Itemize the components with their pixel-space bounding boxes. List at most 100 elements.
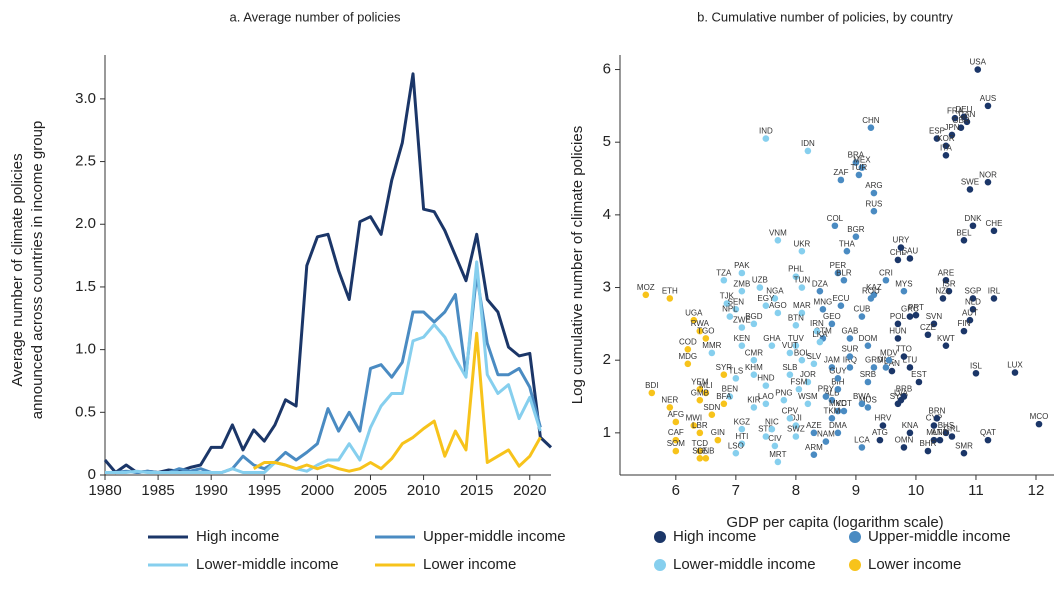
point	[738, 342, 746, 349]
point	[792, 322, 800, 329]
point	[933, 135, 941, 142]
point	[750, 371, 758, 379]
point-label: LUX	[1007, 361, 1023, 370]
point	[798, 284, 806, 291]
x-tick-label: 2005	[354, 482, 387, 499]
point-label: GIN	[711, 428, 725, 437]
point	[945, 287, 953, 295]
point	[822, 393, 830, 400]
point	[708, 411, 716, 418]
point-label: PHL	[788, 265, 804, 274]
point	[930, 320, 938, 328]
point-label: GEO	[823, 312, 841, 321]
point-label: GBR	[952, 116, 970, 125]
point-label: CUB	[853, 305, 870, 314]
point-label: NER	[661, 396, 678, 405]
point	[738, 324, 746, 331]
point	[762, 302, 770, 309]
point	[762, 135, 770, 142]
point-label: MWI	[686, 414, 702, 423]
point-label: MCO	[1030, 412, 1049, 421]
y-tick-label: 2.5	[75, 153, 96, 170]
point-label: ATG	[872, 428, 888, 437]
point-label: MLT	[926, 428, 942, 437]
x-tick-label: 2020	[513, 482, 546, 499]
point-label: NPL	[722, 305, 738, 314]
point	[771, 295, 779, 302]
point	[858, 400, 866, 408]
point	[930, 422, 938, 429]
legend-label: Lower income	[423, 556, 516, 573]
point	[906, 313, 914, 320]
point	[732, 306, 740, 313]
point	[690, 316, 698, 324]
point	[804, 147, 812, 155]
point-label: EST	[911, 370, 927, 379]
point	[900, 444, 908, 451]
point	[948, 131, 956, 139]
point-label: FIN	[958, 319, 971, 328]
point-label: DEU	[956, 105, 973, 114]
point	[864, 404, 872, 411]
point-label: HTI	[735, 432, 748, 441]
point-label: IND	[759, 127, 773, 136]
x-axis-label: GDP per capita (logarithm scale)	[726, 514, 943, 531]
legend-swatch	[654, 559, 666, 571]
point-label: SLV	[807, 352, 822, 361]
point-label: THA	[839, 239, 856, 248]
point	[942, 151, 950, 159]
point	[852, 233, 860, 240]
point-label: MUS	[859, 396, 877, 405]
point-label: BLR	[836, 268, 852, 277]
point-label: IRN	[810, 319, 824, 328]
x-tick-label: 1980	[88, 482, 121, 499]
point-label: ROU	[862, 287, 880, 296]
point	[957, 124, 965, 131]
point-label: UKR	[793, 239, 810, 248]
legend-swatch	[849, 531, 861, 543]
point-label: CHL	[890, 248, 907, 257]
point	[684, 360, 692, 368]
legend-label: High income	[196, 528, 279, 545]
point	[762, 382, 770, 389]
point	[780, 396, 788, 404]
point-label: BDI	[645, 381, 658, 390]
point-label: TUR	[851, 163, 868, 172]
y-tick-label: 3	[603, 278, 611, 295]
x-tick-label: 2015	[460, 482, 493, 499]
point	[720, 400, 728, 408]
point	[738, 425, 746, 433]
point-label: GMB	[691, 388, 709, 397]
point	[828, 320, 836, 328]
point-label: ZAF	[833, 168, 848, 177]
point	[786, 349, 794, 357]
point	[792, 422, 800, 429]
point	[696, 327, 704, 335]
line-series	[252, 331, 542, 473]
point	[666, 404, 674, 411]
point	[1011, 369, 1019, 376]
point	[708, 349, 716, 357]
point	[738, 440, 746, 448]
point	[867, 124, 875, 131]
point	[810, 360, 818, 368]
point	[813, 327, 821, 335]
point-label: LKA	[812, 330, 828, 339]
point-label: PAK	[734, 261, 750, 270]
point	[732, 375, 740, 382]
point-label: SLB	[782, 363, 797, 372]
point	[810, 429, 818, 437]
point-label: KWT	[937, 334, 955, 343]
point	[696, 385, 704, 393]
point	[843, 247, 851, 255]
point	[774, 458, 782, 466]
point	[762, 433, 770, 440]
point-label: BFA	[716, 392, 732, 401]
point	[846, 353, 854, 360]
point	[894, 335, 902, 342]
y-axis-label: announced across countries in income gro…	[29, 121, 46, 420]
point	[723, 300, 731, 307]
point	[942, 276, 950, 284]
point-label: CZE	[920, 323, 936, 332]
point-label: AUT	[962, 308, 978, 317]
